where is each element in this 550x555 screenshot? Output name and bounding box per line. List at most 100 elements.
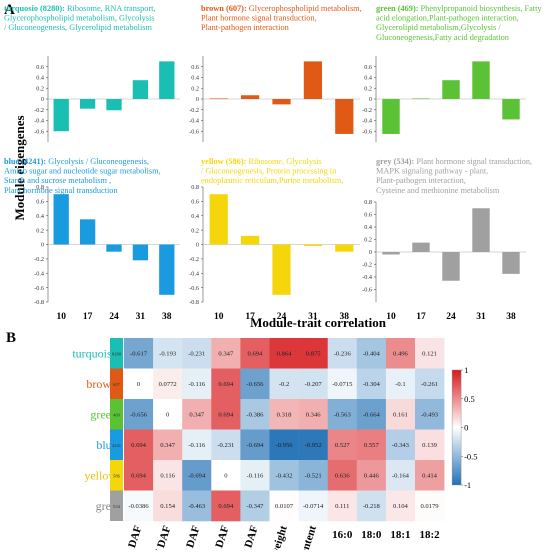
heatmap-cell	[153, 460, 183, 491]
cell-value: 0.414	[422, 473, 438, 480]
bar-turquoise-24	[106, 99, 122, 111]
cell-value: 0.347	[218, 351, 234, 358]
bar-blue-17	[79, 219, 96, 245]
cell-value: 0.139	[422, 442, 438, 449]
y-tick-label: 0	[196, 242, 199, 249]
bar-turquoise-17	[79, 99, 96, 109]
x-category-label: 31	[136, 312, 146, 322]
y-tick-label: -0.4	[362, 118, 372, 125]
heatmap-cell	[385, 338, 416, 369]
heatmap-cell	[211, 460, 241, 491]
heatmap-cell	[153, 368, 183, 400]
row-swatch-blue	[110, 429, 123, 460]
x-category-label: 17	[245, 312, 255, 322]
cell-value: -0.521	[305, 473, 322, 480]
bar-blue-24	[106, 244, 122, 252]
heatmap-cell	[124, 338, 154, 369]
cell-value: -0.656	[246, 381, 264, 388]
bar-green-10	[382, 99, 400, 134]
cell-value: -0.952	[305, 442, 322, 449]
cell-value: 0.161	[393, 412, 408, 419]
cell-value: 0.116	[160, 473, 175, 480]
y-tick-label: 0.6	[191, 199, 199, 206]
y-tick-label: -0.4	[34, 118, 44, 125]
heatmap-cell	[153, 399, 183, 430]
cell-value: -0.236	[334, 351, 352, 358]
heatmap-cell	[124, 368, 154, 400]
bar-grey-10	[382, 252, 400, 255]
heatmap-cell	[415, 399, 445, 430]
module-title-line: Plant hormone signal transduction	[4, 186, 118, 195]
heatmap-cell	[327, 338, 358, 369]
y-tick-label: -0.2	[362, 262, 372, 269]
heatmap-cell	[298, 338, 328, 369]
y-tick-label: 0.8	[36, 184, 44, 191]
y-tick-label: 0.4	[191, 75, 199, 82]
heatmap-cell	[298, 399, 328, 430]
y-tick-label: 0.8	[191, 184, 199, 191]
heatmap-cell	[211, 490, 241, 522]
x-category-label: 31	[308, 312, 318, 322]
cell-value: 0.347	[160, 442, 176, 449]
module-title-line: Plant hormone signal transduction,	[414, 157, 532, 166]
y-tick-label: 0.2	[36, 85, 44, 92]
column-label: 18:2	[419, 529, 440, 541]
heatmap-cell	[269, 368, 299, 400]
heatmap-cell	[327, 368, 358, 400]
y-tick-label: -0.6	[34, 285, 44, 292]
y-tick-label: -0.6	[189, 128, 199, 135]
heatmap-cell	[327, 490, 358, 522]
y-tick-label: -0.8	[34, 299, 44, 306]
cell-value: -0.656	[130, 412, 148, 419]
row-count: 607	[113, 382, 121, 387]
row-label-turquoise: turquoise	[72, 346, 117, 360]
heatmap-cell	[298, 429, 328, 461]
module-title-yellow: yellow (586): Ribosome, Glycolysis / Gluc…	[201, 157, 343, 185]
bar-grey-24	[442, 252, 460, 281]
y-tick-label: 0.4	[191, 213, 199, 220]
heatmap-cell	[415, 460, 445, 491]
heatmap-cell	[182, 460, 212, 491]
cell-value: -0.164	[392, 473, 410, 480]
module-panel-brown: brown (607): Glycerophospholipid metabol…	[189, 4, 362, 142]
panel-a-modules: turquosio (8280): Ribosome, RNA transpor…	[4, 4, 542, 322]
cell-value: 0.0179	[420, 503, 439, 510]
cell-value: 0	[137, 381, 141, 388]
y-tick-label: -0.2	[34, 256, 44, 263]
bar-blue-38	[159, 244, 175, 295]
cell-value: 0.557	[364, 442, 380, 449]
cell-value: 0.318	[277, 412, 293, 419]
bar-brown-10	[209, 98, 228, 100]
bar-turquoise-31	[132, 80, 149, 99]
column-label: seed weight	[262, 524, 290, 550]
y-tick-label: -0.6	[362, 287, 372, 294]
cell-value: -0.617	[130, 351, 148, 358]
cell-value: -0.207	[305, 381, 323, 388]
bar-grey-31	[472, 208, 490, 252]
cell-value: -0.347	[246, 503, 264, 510]
bar-green-31	[472, 61, 490, 99]
heatmap-cell	[385, 368, 416, 400]
heatmap-cell	[240, 460, 270, 491]
cell-value: 0.694	[218, 503, 234, 510]
bar-turquoise-10	[53, 99, 69, 132]
module-title-line: Plant hormone signal transduction,	[201, 14, 317, 23]
row-count: 586	[113, 473, 121, 478]
cell-value: -0.2	[279, 381, 289, 388]
y-tick-label: 0.6	[364, 212, 372, 219]
bar-yellow-10	[209, 194, 228, 245]
heatmap-cell	[298, 490, 328, 522]
heatmap-cell	[124, 429, 154, 461]
module-title-green: green (469): Phenylpropanoid biosynthesi…	[376, 4, 542, 42]
module-panel-grey: grey (534): Plant hormone signal transdu…	[362, 157, 532, 322]
y-tick-label: -0.6	[189, 285, 199, 292]
cell-value: -0.694	[188, 473, 206, 480]
module-title-line: MAPK signaling pathway - plant,	[376, 167, 488, 176]
cell-value: 0.694	[131, 473, 147, 480]
y-tick-label: 0.4	[36, 213, 44, 220]
bar-brown-38	[335, 99, 354, 134]
cell-value: 0.527	[335, 442, 351, 449]
x-category-label: 38	[340, 312, 350, 322]
heatmap-cell	[182, 399, 212, 430]
